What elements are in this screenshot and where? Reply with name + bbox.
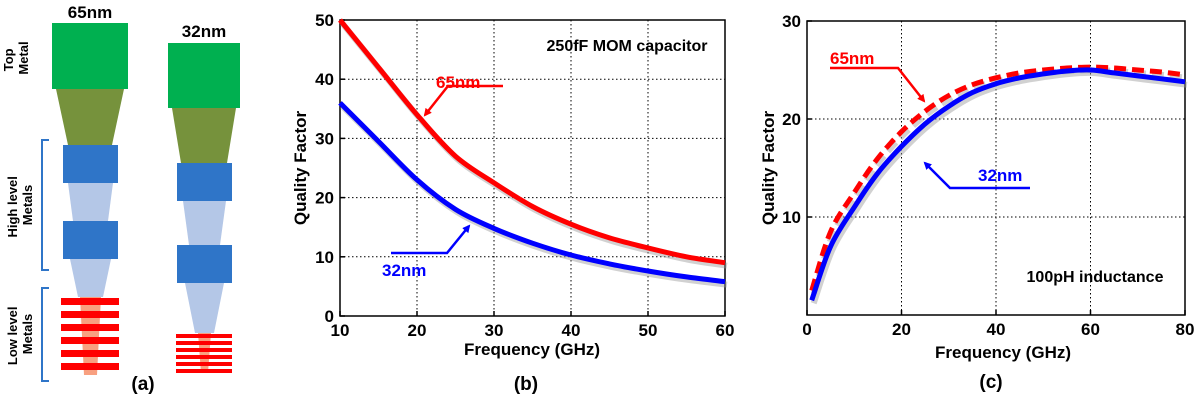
callout-arrow-65nm-b (423, 84, 503, 117)
chart-c: 0 20 40 60 80 10 20 30 100pH inductance Frequen… (759, 12, 1194, 393)
stack-32nm: 32nm (168, 22, 240, 373)
callout-arrow-32nm-c (923, 161, 1030, 190)
high-via-32nm-2 (185, 283, 224, 333)
callout-32nm-b: 32nm (382, 261, 426, 280)
x-tick-label: 60 (716, 321, 735, 340)
stack-65nm-title: 65nm (68, 3, 112, 22)
top-metal-65nm (52, 23, 128, 89)
x-tick-label: 20 (408, 321, 427, 340)
chart-c-series (809, 64, 1188, 305)
y-tick-label: 0 (325, 307, 334, 326)
x-tick-label: 40 (987, 320, 1006, 339)
panel-label-c: (c) (979, 372, 1002, 393)
low-metals-65nm (61, 298, 119, 370)
y-tick-label: 20 (315, 189, 334, 208)
y-tick-label: 40 (315, 70, 334, 89)
high-metal-32nm-1 (177, 163, 232, 201)
series-line-32nm (809, 67, 1186, 302)
x-tick-label: 40 (562, 321, 581, 340)
stack-32nm-title: 32nm (182, 22, 226, 41)
label-top-metal: Top Metal (1, 41, 31, 74)
panel-a: 65nm 32nm (1, 3, 240, 395)
chart-b-xlabel: Frequency (GHz) (464, 340, 600, 359)
callout-32nm-c: 32nm (978, 166, 1022, 185)
x-tick-label: 30 (485, 321, 504, 340)
chart-c-ylabel: Quality Factor (759, 110, 778, 225)
high-via-65nm-2 (70, 259, 111, 297)
callout-arrow-65nm-c (830, 66, 926, 103)
callout-65nm-c: 65nm (830, 49, 874, 68)
chart-b-series (338, 18, 728, 288)
panel-label-a: (a) (131, 374, 154, 395)
bracket-low-metals (41, 287, 49, 382)
low-metals-32nm (176, 334, 232, 373)
x-tick-label: 50 (639, 321, 658, 340)
y-tick-label: 50 (315, 11, 334, 30)
series-line-65nm (338, 18, 726, 266)
top-via-32nm (172, 108, 236, 163)
top-metal-32nm (168, 43, 240, 108)
chart-c-xlabel: Frequency (GHz) (935, 343, 1071, 362)
x-tick-label: 80 (1176, 320, 1195, 339)
y-tick-label: 30 (782, 12, 801, 31)
x-tick-label: 10 (331, 321, 350, 340)
high-metal-32nm-2 (177, 245, 232, 283)
stack-65nm: 65nm (52, 3, 128, 375)
high-metal-65nm-2 (63, 221, 118, 259)
y-tick-label: 10 (315, 248, 334, 267)
bracket-high-metals (41, 139, 49, 271)
label-low-metals: Low level Metals (5, 303, 35, 365)
chart-b-ylabel: Quality Factor (291, 110, 310, 225)
y-tick-label: 30 (315, 129, 334, 148)
x-tick-label: 20 (892, 320, 911, 339)
low-via-32nm (198, 333, 211, 373)
callout-65nm-b: 65nm (436, 73, 480, 92)
top-via-65nm (56, 89, 124, 145)
y-tick-label: 20 (782, 110, 801, 129)
x-tick-label: 0 (802, 320, 811, 339)
high-via-32nm-1 (183, 201, 226, 245)
label-high-metals: High level Metals (5, 172, 35, 237)
high-metal-65nm-1 (63, 145, 118, 183)
x-tick-label: 60 (1081, 320, 1100, 339)
high-via-65nm-1 (68, 183, 113, 221)
series-shadow (810, 69, 1188, 305)
chart-c-annotation: 100pH inductance (1027, 269, 1164, 286)
side-labels: Top Metal High level Metals Low level Me… (1, 41, 49, 382)
panel-label-b: (b) (514, 374, 538, 395)
series-line-65nm (809, 64, 1186, 292)
callout-arrow-32nm-b (391, 224, 471, 255)
chart-b-annotation: 250fF MOM capacitor (547, 38, 708, 55)
chart-b-grid (340, 20, 725, 316)
chart-c-ticks: 0 20 40 60 80 10 20 30 (782, 12, 1194, 339)
y-tick-label: 10 (782, 208, 801, 227)
series-line-32nm (338, 101, 726, 285)
